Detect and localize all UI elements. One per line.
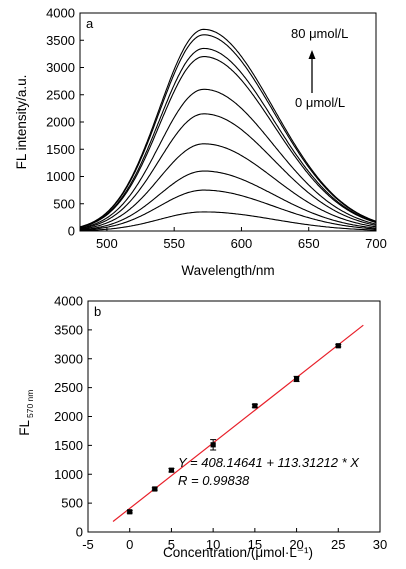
panel-b-data-points	[126, 343, 342, 515]
y-tick-label: 3000	[54, 351, 83, 366]
panel-a: 0 500 1000 1500 2000 2500 3000 3500 4000 500 550 6…	[14, 6, 387, 279]
spectrum-curve-6	[79, 88, 377, 229]
fit-equation: Y = 408.14641 + 113.31212 * X	[178, 455, 360, 470]
data-marker	[127, 509, 133, 515]
y-tick-label: 2500	[46, 87, 75, 102]
panel-b-y-axis-title: FL 570 nm	[17, 390, 35, 436]
fit-line	[112, 324, 364, 522]
data-marker	[335, 343, 341, 349]
y-tick-label: 2000	[54, 409, 83, 424]
x-tick-label: 650	[298, 236, 320, 251]
x-tick-label: 550	[163, 236, 185, 251]
y-tick-label: 1000	[46, 169, 75, 184]
spectrum-curve-8	[79, 47, 377, 228]
y-tick-label: 3500	[54, 322, 83, 337]
data-point	[151, 486, 158, 492]
y-tick-label: 4000	[54, 294, 83, 309]
concentration-arrow	[308, 50, 316, 93]
spectrum-curve-4	[79, 143, 377, 230]
y-tick-label: 2500	[54, 380, 83, 395]
x-tick-label: -5	[82, 537, 94, 552]
panel-b-y-axis-title-subscript: 570 nm	[25, 390, 35, 418]
y-tick-label: 1500	[46, 142, 75, 157]
y-tick-label: 500	[53, 196, 75, 211]
data-point	[251, 403, 258, 409]
data-marker	[252, 403, 258, 409]
y-tick-label: 3500	[46, 33, 75, 48]
x-tick-label: 25	[331, 537, 345, 552]
y-tick-label: 1000	[54, 467, 83, 482]
panel-b-y-axis-title-main: FL	[17, 420, 32, 436]
panel-a-letter: a	[86, 16, 94, 31]
annotation-top: 80 μmol/L	[291, 26, 348, 41]
annotation-bottom: 0 μmol/L	[295, 95, 345, 110]
y-tick-label: 2000	[46, 115, 75, 130]
data-marker	[293, 376, 300, 382]
y-tick-label: 4000	[46, 6, 75, 21]
panel-b-y-axis: 0 500 1000 1500 2000 2500 3000 3500 4000	[54, 294, 92, 540]
panel-a-x-axis-title: Wavelength/nm	[181, 263, 274, 278]
x-tick-label: 600	[231, 236, 253, 251]
y-tick-label: 1500	[54, 438, 83, 453]
data-point	[293, 375, 300, 383]
data-point	[126, 509, 133, 515]
panel-a-y-axis-title: FL intensity/a.u.	[14, 75, 29, 170]
data-point	[210, 439, 217, 451]
panel-b-letter: b	[94, 304, 101, 319]
panel-a-x-axis: 500 550 600 650 700	[96, 227, 387, 251]
data-marker	[152, 486, 158, 492]
x-tick-label: 20	[289, 537, 303, 552]
spectrum-curve-7	[79, 56, 377, 228]
spectrum-curve-1	[80, 211, 377, 232]
panel-b-x-axis-title: Concentration/(μmol·L⁻¹)	[163, 545, 313, 560]
x-tick-label: 15	[248, 537, 262, 552]
x-tick-label: 500	[96, 236, 118, 251]
fit-r-value: R = 0.99838	[178, 473, 250, 488]
x-tick-label: 10	[206, 537, 220, 552]
x-tick-label: 30	[373, 537, 387, 552]
data-marker	[168, 467, 175, 473]
panel-a-spectra	[79, 28, 377, 232]
x-tick-label: 0	[126, 537, 133, 552]
spectrum-curve-9	[79, 34, 377, 228]
x-tick-label: 700	[365, 236, 387, 251]
x-tick-label: 5	[168, 537, 175, 552]
data-point	[335, 343, 342, 349]
y-tick-label: 0	[76, 525, 83, 540]
spectrum-curve-10	[79, 28, 377, 228]
y-tick-label: 500	[61, 496, 83, 511]
panel-a-y-axis: 0 500 1000 1500 2000 2500 3000 3500 4000	[46, 6, 84, 239]
y-tick-label: 3000	[46, 60, 75, 75]
data-marker	[210, 442, 216, 448]
spectrum-curve-2	[79, 189, 377, 231]
panel-b-plot-frame	[87, 300, 381, 533]
y-tick-label: 0	[68, 224, 75, 239]
spectrum-curve-3	[79, 170, 377, 231]
data-point	[168, 467, 175, 473]
spectrum-curve-5	[79, 113, 377, 230]
panel-b-x-axis: -5 0 5 10 15 20 25 30	[82, 528, 387, 552]
